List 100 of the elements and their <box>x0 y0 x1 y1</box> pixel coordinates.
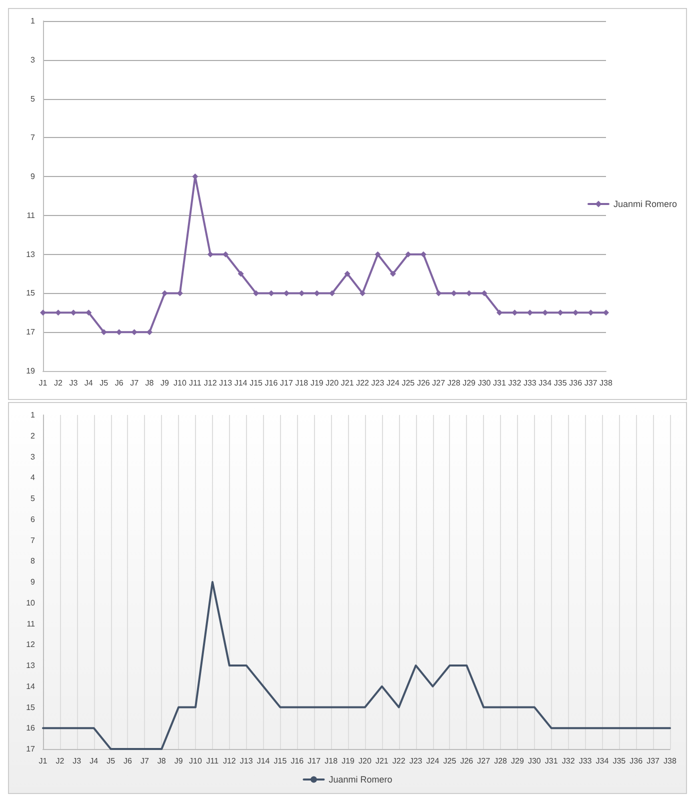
x-tick-label: J6 <box>114 378 124 388</box>
x-tick-label: J24 <box>386 378 400 388</box>
y-tick-label: 19 <box>26 366 36 376</box>
y-tick-label: 7 <box>30 536 36 545</box>
x-tick-label: J34 <box>596 756 610 766</box>
x-tick-label: J25 <box>443 756 457 766</box>
y-tick-label: 9 <box>30 578 36 586</box>
x-tick-label: J6 <box>124 756 133 766</box>
x-tick-label: J1 <box>38 378 48 388</box>
point <box>222 251 229 258</box>
point <box>603 310 609 316</box>
x-tick-label: J28 <box>494 756 508 766</box>
x-tick-label: J35 <box>612 756 626 766</box>
point <box>344 270 350 277</box>
x-tick-label: J25 <box>402 378 416 388</box>
x-tick-label: J26 <box>460 756 474 766</box>
x-tick-label: J29 <box>462 378 476 388</box>
x-tick-label: J12 <box>222 756 236 766</box>
x-tick-label: J14 <box>256 756 270 766</box>
y-tick-label: 4 <box>30 473 36 482</box>
y-tick-label: 13 <box>26 250 36 259</box>
x-tick-label: J23 <box>371 378 385 388</box>
x-tick-label: J19 <box>342 756 356 766</box>
x-tick-label: J11 <box>206 756 220 766</box>
x-tick-label: J8 <box>145 378 154 388</box>
y-tick-label: 5 <box>30 94 36 104</box>
x-tick-label: J13 <box>240 756 254 766</box>
x-tick-label: J38 <box>600 378 613 388</box>
x-tick-label: J21 <box>340 378 354 388</box>
x-tick-label: J33 <box>523 378 537 388</box>
y-tick-label: 9 <box>30 172 36 182</box>
y-tick-label: 2 <box>30 431 36 440</box>
point <box>238 270 244 277</box>
x-tick-label: J27 <box>477 756 491 766</box>
x-tick-label: J12 <box>204 378 218 388</box>
y-tick-label: 6 <box>30 514 36 524</box>
x-tick-label: J31 <box>544 756 558 766</box>
x-tick-label: J37 <box>584 378 598 388</box>
x-tick-label: J20 <box>358 756 372 766</box>
x-tick-label: J30 <box>528 756 542 766</box>
point <box>496 310 502 316</box>
y-tick-label: 11 <box>26 210 36 220</box>
x-tick-label: J7 <box>140 756 150 766</box>
y-tick-label: 14 <box>26 682 36 691</box>
x-tick-label: J32 <box>562 756 576 766</box>
x-tick-label: J29 <box>511 756 524 766</box>
x-tick-label: J34 <box>538 378 552 388</box>
x-tick-label: J32 <box>508 378 522 388</box>
y-tick-label: 11 <box>26 619 36 628</box>
x-tick-label: J16 <box>290 756 304 766</box>
x-tick-label: J18 <box>295 378 309 388</box>
point <box>40 310 46 316</box>
x-tick-label: J17 <box>280 378 294 388</box>
x-tick-label: J15 <box>250 378 264 388</box>
x-tick-label: J5 <box>106 756 116 766</box>
point <box>390 270 396 277</box>
y-tick-label: 8 <box>30 556 36 566</box>
x-tick-label: J21 <box>375 756 389 766</box>
y-tick-label: 1 <box>30 16 36 26</box>
x-tick-label: J36 <box>569 378 583 388</box>
x-tick-label: J35 <box>554 378 568 388</box>
y-tick-label: 7 <box>30 133 36 142</box>
y-tick-label: 12 <box>26 640 36 650</box>
x-tick-label: J33 <box>578 756 592 766</box>
y-tick-label: 13 <box>26 661 36 670</box>
y-tick-label: 15 <box>26 288 36 298</box>
y-tick-label: 3 <box>30 452 36 462</box>
x-tick-label: J22 <box>356 378 370 388</box>
x-tick-label: J10 <box>189 756 203 766</box>
x-tick-label: J27 <box>432 378 446 388</box>
x-tick-label: J9 <box>160 378 170 388</box>
x-tick-label: J4 <box>84 378 94 388</box>
x-tick-label: J3 <box>69 378 78 388</box>
x-tick-label: J7 <box>130 378 140 388</box>
x-tick-label: J38 <box>664 756 677 766</box>
x-tick-label: J15 <box>274 756 288 766</box>
y-tick-label: 10 <box>26 598 36 608</box>
point <box>360 290 366 296</box>
y-tick-label: 16 <box>26 724 36 733</box>
x-tick-label: J11 <box>189 378 202 388</box>
x-tick-label: J30 <box>478 378 492 388</box>
x-tick-label: J9 <box>174 756 184 766</box>
y-tick-label: 17 <box>26 744 36 754</box>
x-tick-label: J24 <box>426 756 440 766</box>
x-tick-label: J37 <box>646 756 660 766</box>
y-tick-label: 1 <box>30 410 36 420</box>
x-tick-label: J4 <box>90 756 99 766</box>
x-tick-label: J16 <box>264 378 278 388</box>
x-tick-label: J28 <box>447 378 461 388</box>
y-tick-label: 3 <box>30 55 36 64</box>
x-tick-label: J18 <box>324 756 338 766</box>
x-tick-label: J22 <box>392 756 406 766</box>
legend-label: Juanmi Romero <box>613 199 678 209</box>
x-tick-label: J5 <box>100 378 109 388</box>
x-tick-label: J13 <box>219 378 233 388</box>
x-tick-label: J14 <box>234 378 248 388</box>
x-tick-label: J10 <box>173 378 187 388</box>
x-tick-label: J2 <box>56 756 65 766</box>
x-tick-label: J17 <box>308 756 322 766</box>
x-tick-label: J36 <box>630 756 644 766</box>
